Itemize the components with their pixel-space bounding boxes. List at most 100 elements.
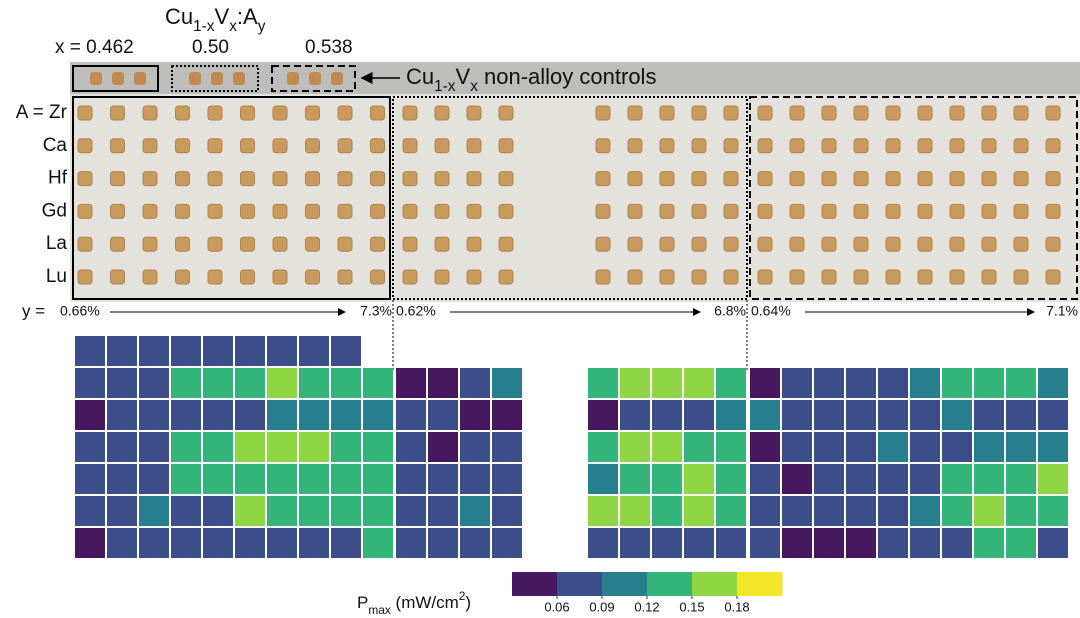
heatmap-cell	[684, 528, 714, 558]
heatmap-cell	[1038, 400, 1068, 430]
heatmap-cell	[396, 432, 426, 462]
heatmap-cell	[331, 400, 361, 430]
spot	[659, 236, 675, 252]
heatmap-cell	[235, 464, 265, 494]
heatmap-cell	[299, 400, 329, 430]
heatmap-cell	[974, 464, 1004, 494]
spot	[305, 105, 320, 121]
sample-spots	[77, 72, 1061, 285]
spot	[305, 138, 320, 154]
spot	[77, 269, 93, 285]
spot	[370, 236, 385, 252]
heatmap-cell	[139, 496, 169, 526]
colorbar-tick-label: 0.12	[634, 599, 659, 614]
spot	[821, 203, 837, 219]
spot	[240, 203, 255, 219]
heatmap-cell	[846, 400, 876, 430]
spot	[821, 269, 837, 285]
spot	[789, 105, 805, 121]
spot	[723, 105, 739, 121]
heatmap-cell	[363, 464, 393, 494]
row-label: A = Zr	[16, 102, 68, 123]
heatmap-cell	[1006, 496, 1036, 526]
heatmap-cell	[716, 496, 746, 526]
spot	[305, 269, 320, 285]
heatmap-cell	[652, 400, 682, 430]
spot	[691, 203, 707, 219]
spot	[917, 171, 933, 187]
heatmap-cell	[878, 496, 908, 526]
heatmap-cell	[428, 432, 458, 462]
x-label: 0.538	[305, 37, 353, 58]
heatmap-cell	[588, 432, 618, 462]
spot	[853, 236, 869, 252]
spot	[240, 171, 255, 187]
heatmap-cell	[716, 368, 746, 398]
heatmap-cell	[750, 368, 780, 398]
heatmap-cell	[1038, 464, 1068, 494]
spot	[207, 171, 223, 187]
heatmap-cell	[1006, 528, 1036, 558]
heatmap-cell	[782, 432, 812, 462]
spot	[402, 236, 418, 252]
heatmap-cell	[492, 368, 522, 398]
spot	[595, 236, 611, 252]
heatmap-cell	[684, 432, 714, 462]
heatmap-cell	[139, 336, 169, 366]
spot	[691, 236, 707, 252]
heatmap-cell	[299, 528, 329, 558]
spot	[305, 236, 320, 252]
colorbar-bin	[737, 572, 783, 596]
spot	[175, 171, 190, 187]
heatmap-cell	[814, 496, 844, 526]
spot	[434, 203, 450, 219]
heatmap-cell	[171, 400, 201, 430]
heatmap-cell	[716, 528, 746, 558]
spot	[723, 203, 739, 219]
spot	[110, 203, 125, 219]
heatmap-cell	[588, 400, 618, 430]
spot	[110, 236, 125, 252]
spot	[1013, 105, 1029, 121]
heatmap-cell	[75, 400, 105, 430]
spot	[305, 171, 320, 187]
heatmap-cell	[396, 496, 426, 526]
spot	[789, 203, 805, 219]
spot	[595, 105, 611, 121]
heatmap-cell	[974, 432, 1004, 462]
control-spot	[112, 72, 124, 85]
spot	[949, 171, 965, 187]
spot	[659, 171, 675, 187]
heatmap-cell	[588, 496, 618, 526]
spot	[305, 203, 320, 219]
spot	[659, 269, 675, 285]
spot	[853, 171, 869, 187]
spot	[370, 269, 385, 285]
heatmap-cell	[460, 432, 490, 462]
row-label: La	[46, 233, 68, 254]
heatmap-cell	[782, 368, 812, 398]
spot	[466, 203, 482, 219]
spot	[723, 171, 739, 187]
heatmap-cell	[878, 432, 908, 462]
spot	[402, 171, 418, 187]
spot	[272, 138, 288, 154]
spot	[142, 269, 158, 285]
heatmap-cell	[620, 368, 650, 398]
heatmap-cell	[267, 400, 297, 430]
heatmap-cell	[428, 400, 458, 430]
spot	[142, 138, 158, 154]
spot	[789, 138, 805, 154]
control-spot	[287, 72, 299, 85]
control-box	[72, 65, 159, 92]
spot	[1013, 236, 1029, 252]
heatmap-cell	[652, 368, 682, 398]
control-box	[171, 65, 259, 92]
heatmap-cell	[814, 528, 844, 558]
spot	[723, 236, 739, 252]
heatmap-cell	[910, 464, 940, 494]
heatmap-cell	[782, 496, 812, 526]
heatmap-cell	[942, 368, 972, 398]
heatmap-cell	[363, 432, 393, 462]
spot	[110, 138, 125, 154]
